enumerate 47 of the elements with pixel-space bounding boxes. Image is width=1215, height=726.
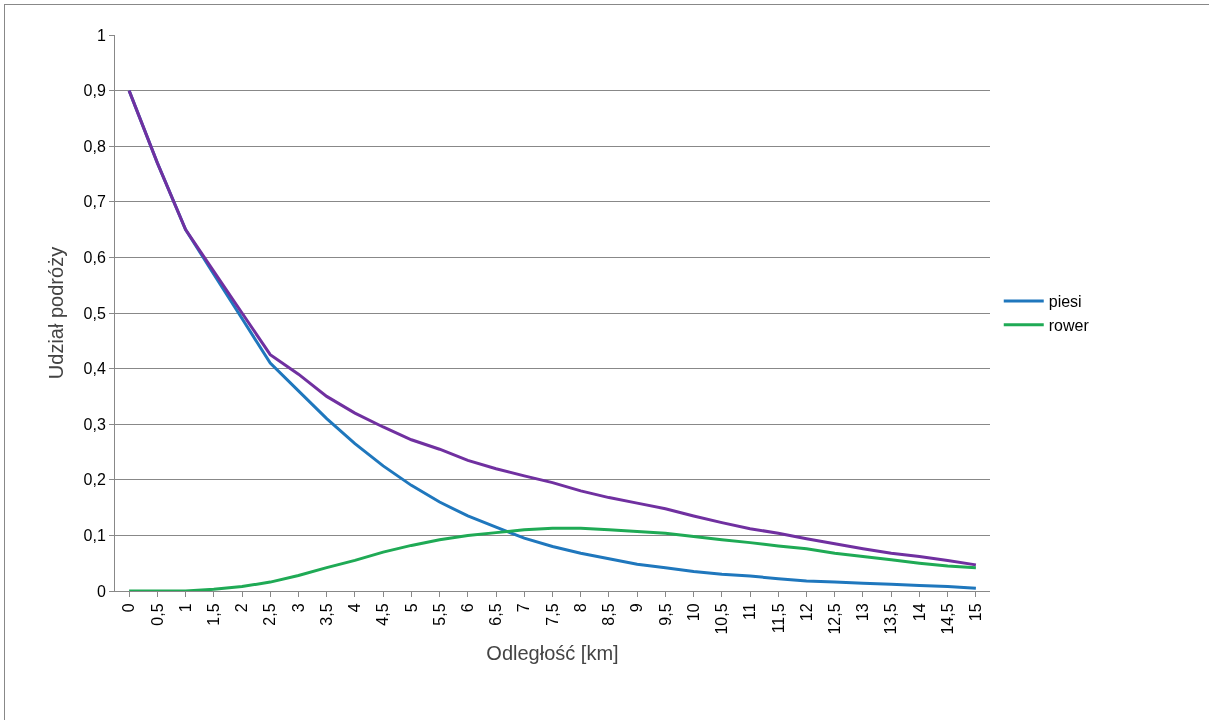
x-tick-label: 11,5 bbox=[769, 603, 787, 634]
x-tick-label: 9 bbox=[628, 603, 646, 613]
x-tick-label: 6,5 bbox=[487, 603, 505, 626]
legend-label: piesi bbox=[1048, 293, 1082, 311]
x-tick-label: 5,5 bbox=[430, 603, 448, 626]
x-tick-label: 15 bbox=[967, 603, 985, 622]
y-tick-label: 0,8 bbox=[83, 137, 106, 155]
x-tick-label: 10 bbox=[684, 603, 702, 622]
x-tick-label: 3,5 bbox=[317, 603, 335, 626]
x-tick-label: 2,5 bbox=[261, 603, 279, 626]
x-tick-label: 8,5 bbox=[600, 603, 618, 626]
x-tick-label: 0,5 bbox=[148, 603, 166, 626]
y-tick-label: 0,3 bbox=[83, 415, 106, 433]
x-tick-label: 10,5 bbox=[713, 603, 731, 635]
y-tick-label: 1 bbox=[96, 26, 106, 44]
x-tick-label: 8 bbox=[571, 603, 589, 613]
x-axis-title: Odległość [km] bbox=[486, 642, 619, 665]
x-tick-label: 12,5 bbox=[825, 603, 843, 635]
x-tick-label: 1,5 bbox=[204, 603, 222, 626]
x-tick-label: 0 bbox=[120, 603, 138, 613]
y-tick-label: 0 bbox=[96, 582, 106, 600]
x-tick-label: 14,5 bbox=[938, 603, 956, 635]
x-tick-label: 11 bbox=[741, 603, 759, 621]
y-tick-label: 0,4 bbox=[83, 360, 106, 378]
y-tick-label: 0,2 bbox=[83, 471, 106, 489]
x-tick-label: 13,5 bbox=[882, 603, 900, 635]
x-tick-label: 7 bbox=[515, 603, 533, 613]
x-tick-label: 9,5 bbox=[656, 603, 674, 626]
y-tick-label: 0,6 bbox=[83, 249, 106, 266]
y-tick-label: 0,9 bbox=[83, 82, 106, 100]
x-tick-label: 13 bbox=[854, 603, 872, 622]
x-tick-label: 12 bbox=[797, 603, 815, 622]
x-tick-label: 14 bbox=[910, 603, 928, 622]
legend-label: rower bbox=[1048, 316, 1090, 334]
y-tick-label: 0,7 bbox=[83, 193, 106, 211]
y-tick-label: 0,1 bbox=[83, 527, 106, 544]
x-tick-label: 6 bbox=[459, 603, 477, 613]
line-series bbox=[127, 526, 978, 591]
x-tick-label: 4,5 bbox=[374, 603, 392, 626]
x-tick-label: 4 bbox=[346, 603, 364, 613]
x-tick-label: 3 bbox=[289, 603, 307, 613]
y-tick-label: 0,5 bbox=[83, 304, 106, 322]
y-axis-title: Udział podróży bbox=[45, 246, 68, 380]
x-tick-label: 1 bbox=[176, 603, 194, 613]
x-tick-label: 2 bbox=[233, 603, 251, 613]
x-tick-label: 7,5 bbox=[543, 603, 561, 626]
x-tick-label: 5 bbox=[402, 603, 420, 613]
